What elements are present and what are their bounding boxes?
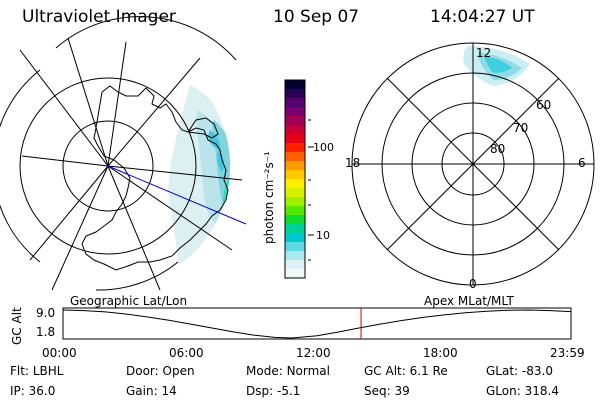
colorbar-swatch [285, 242, 305, 252]
colorbar-swatch [285, 188, 305, 198]
mlt-label-0: 0 [469, 277, 477, 291]
colorbar-axis [308, 119, 314, 261]
colorbar-swatch [285, 197, 305, 207]
time-tick-2359: 23:59 [550, 346, 585, 360]
info-dsp: Dsp: -5.1 [246, 384, 301, 398]
info-ip: IP: 36.0 [10, 384, 56, 398]
info-flt: Flt: LBHL [10, 364, 64, 378]
colorbar-swatch [285, 170, 305, 180]
intensity-colorbar [284, 79, 306, 279]
header-time: 14:04:27 UT [430, 7, 535, 27]
colorbar-swatch [285, 269, 305, 279]
info-mode: Mode: Normal [246, 364, 330, 378]
colorbar-swatch [285, 134, 305, 144]
info-glat: GLat: -83.0 [486, 364, 553, 378]
colorbar-swatch [285, 80, 305, 90]
mlt-label-18: 18 [345, 156, 361, 170]
colorbar-swatch [285, 233, 305, 243]
gc-alt-ytick-top: 9.0 [36, 306, 56, 320]
gc-alt-ytick-bottom: 1.8 [36, 325, 56, 339]
colorbar-swatch [285, 179, 305, 189]
polar-aurora-emission [463, 46, 530, 86]
mlat-label-70: 70 [513, 121, 529, 135]
time-tick-1200: 12:00 [296, 346, 331, 360]
time-tick-0000: 00:00 [42, 346, 77, 360]
time-tick-0600: 06:00 [169, 346, 204, 360]
info-glon: GLon: 318.4 [486, 384, 559, 398]
info-gc-alt: GC Alt: 6.1 Re [364, 364, 448, 378]
info-gain: Gain: 14 [126, 384, 177, 398]
colorbar-swatch [285, 116, 305, 126]
colorbar-swatch [285, 251, 305, 261]
time-tick-1800: 18:00 [423, 346, 458, 360]
mlt-label-12: 12 [476, 46, 492, 60]
apex-caption: Apex MLat/MLT [424, 294, 514, 308]
colorbar-swatch [285, 107, 305, 117]
header-date: 10 Sep 07 [273, 7, 360, 27]
colorbar-swatch [285, 161, 305, 171]
colorbar-swatch [285, 89, 305, 99]
info-seq: Seq: 39 [364, 384, 410, 398]
colorbar-swatch [285, 143, 305, 153]
colorbar-swatch [285, 125, 305, 135]
colorbar-swatch [285, 260, 305, 270]
colorbar-tick-10: 10 [316, 229, 330, 242]
mlat-label-60: 60 [536, 98, 552, 112]
continent-outline [81, 85, 229, 271]
geographic-caption: Geographic Lat/Lon [70, 294, 188, 308]
pointing-vector [107, 165, 247, 225]
gc-alt-frame [62, 307, 572, 340]
colorbar-swatch [285, 224, 305, 234]
colorbar-tick-100: 100 [313, 141, 334, 154]
colorbar-swatch [285, 98, 305, 108]
mlt-label-6: 6 [578, 156, 586, 170]
colorbar-swatch [285, 152, 305, 162]
mlat-label-80: 80 [490, 142, 506, 156]
colorbar-swatch [285, 206, 305, 216]
colorbar-border [284, 79, 306, 279]
gc-alt-series [62, 309, 572, 339]
info-door: Door: Open [126, 364, 195, 378]
instrument-title: Ultraviolet Imager [22, 7, 176, 27]
colorbar-swatch [285, 215, 305, 225]
